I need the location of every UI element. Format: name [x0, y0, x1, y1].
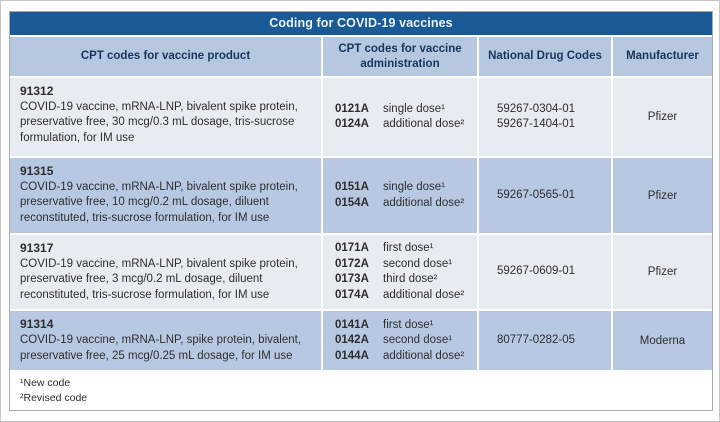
ndc-value: 59267-0304-01: [497, 102, 576, 115]
manufacturer-cell: Pfizer: [611, 78, 712, 156]
admin-cpt-code: 0121A: [335, 102, 369, 115]
ndc-cell: 59267-0304-01 59267-1404-01: [477, 78, 611, 156]
admin-dose-label: single dose¹: [383, 102, 446, 115]
manufacturer-cell: Moderna: [611, 311, 712, 371]
admin-dose-label: additional dose²: [383, 118, 465, 130]
admin-code-line: 0174A additional dose²: [335, 288, 473, 303]
table-row: 91314 COVID-19 vaccine, mRNA-LNP, spike …: [10, 309, 712, 371]
ndc-value: 59267-0609-01: [497, 265, 576, 278]
admin-dose-label: second dose¹: [383, 257, 453, 270]
footnotes: ¹New code ²Revised code: [10, 370, 712, 411]
admin-dose-label: first dose¹: [383, 242, 434, 255]
admin-cpt-code: 0172A: [335, 257, 369, 270]
product-description: COVID-19 vaccine, mRNA-LNP, spike protei…: [20, 334, 302, 362]
ndc-value: 80777-0282-05: [497, 334, 576, 347]
table-row: 91317 COVID-19 vaccine, mRNA-LNP, bivale…: [10, 233, 712, 310]
admin-cpt-code: 0124A: [335, 118, 369, 130]
product-description: COVID-19 vaccine, mRNA-LNP, bivalent spi…: [20, 181, 298, 224]
admin-cpt-code: 0173A: [335, 273, 369, 286]
ndc-value: 59267-1404-01: [497, 118, 576, 130]
admin-dose-label: second dose¹: [383, 334, 453, 347]
cpt-code: 91315: [20, 164, 54, 178]
admin-code-line: 0154A additional dose²: [335, 196, 473, 211]
admin-code-line: 0172A second dose¹: [335, 257, 473, 272]
admin-code-line: 0141A first dose¹: [335, 318, 473, 333]
admin-cpt-code: 0174A: [335, 288, 369, 301]
admin-dose-label: third dose²: [383, 273, 438, 286]
admin-code-line: 0121A single dose¹: [335, 102, 473, 117]
cpt-code: 91314: [20, 317, 54, 332]
product-cell: 91312 COVID-19 vaccine, mRNA-LNP, bivale…: [10, 78, 321, 156]
admin-cpt-code: 0154A: [335, 196, 369, 209]
cpt-code: 91312: [20, 84, 54, 98]
table-row: 91312 COVID-19 vaccine, mRNA-LNP, bivale…: [10, 76, 712, 156]
table-header-row: CPT codes for vaccine product CPT codes …: [10, 35, 712, 76]
manufacturer-cell: Pfizer: [611, 158, 712, 233]
ndc-value: 59267-0565-01: [497, 188, 576, 201]
column-header-ndc: National Drug Codes: [477, 37, 611, 76]
admin-cell: 0151A single dose¹ 0154A additional dose…: [321, 158, 477, 233]
admin-code-line: 0144A additional dose²: [335, 349, 473, 364]
admin-cpt-code: 0144A: [335, 349, 369, 362]
admin-code-line: 0151A single dose¹: [335, 180, 473, 195]
manufacturer-cell: Pfizer: [611, 235, 712, 310]
admin-code-line: 0171A first dose¹: [335, 241, 473, 256]
admin-code-line: 0142A second dose¹: [335, 333, 473, 348]
column-header-manufacturer: Manufacturer: [611, 37, 712, 76]
footnote-new-code: ¹New code: [20, 377, 71, 390]
product-description: COVID-19 vaccine, mRNA-LNP, bivalent spi…: [20, 258, 298, 301]
admin-cpt-code: 0151A: [335, 181, 369, 194]
admin-cpt-code: 0142A: [335, 334, 369, 347]
ndc-cell: 59267-0609-01: [477, 235, 611, 310]
table-row: 91315 COVID-19 vaccine, mRNA-LNP, bivale…: [10, 156, 712, 233]
product-cell: 91317 COVID-19 vaccine, mRNA-LNP, bivale…: [10, 235, 321, 309]
cpt-code: 91317: [20, 241, 54, 255]
covid-vaccine-coding-table: Coding for COVID-19 vaccines CPT codes f…: [9, 11, 713, 412]
table-title: Coding for COVID-19 vaccines: [10, 12, 712, 35]
admin-cpt-code: 0141A: [335, 318, 369, 331]
product-cell: 91315 COVID-19 vaccine, mRNA-LNP, bivale…: [10, 158, 321, 233]
admin-cpt-code: 0171A: [335, 242, 369, 255]
admin-dose-label: single dose¹: [383, 181, 446, 194]
admin-code-line: 0124A additional dose²: [335, 117, 473, 132]
product-cell: 91314 COVID-19 vaccine, mRNA-LNP, spike …: [10, 311, 321, 370]
column-header-administration: CPT codes for vaccine administration: [321, 37, 477, 76]
footnote-revised-code: ²Revised code: [20, 391, 88, 404]
admin-cell: 0141A first dose¹ 0142A second dose¹ 014…: [321, 311, 477, 371]
admin-cell: 0121A single dose¹ 0124A additional dose…: [321, 78, 477, 156]
admin-dose-label: first dose¹: [383, 318, 434, 331]
product-description: COVID-19 vaccine, mRNA-LNP, bivalent spi…: [20, 101, 298, 144]
admin-cell: 0171A first dose¹ 0172A second dose¹ 017…: [321, 235, 477, 310]
ndc-cell: 59267-0565-01: [477, 158, 611, 233]
admin-code-line: 0173A third dose²: [335, 272, 473, 287]
admin-dose-label: additional dose²: [383, 349, 465, 362]
column-header-product: CPT codes for vaccine product: [80, 50, 251, 63]
admin-dose-label: additional dose²: [383, 196, 465, 209]
admin-dose-label: additional dose²: [383, 288, 465, 301]
ndc-cell: 80777-0282-05: [477, 311, 611, 371]
